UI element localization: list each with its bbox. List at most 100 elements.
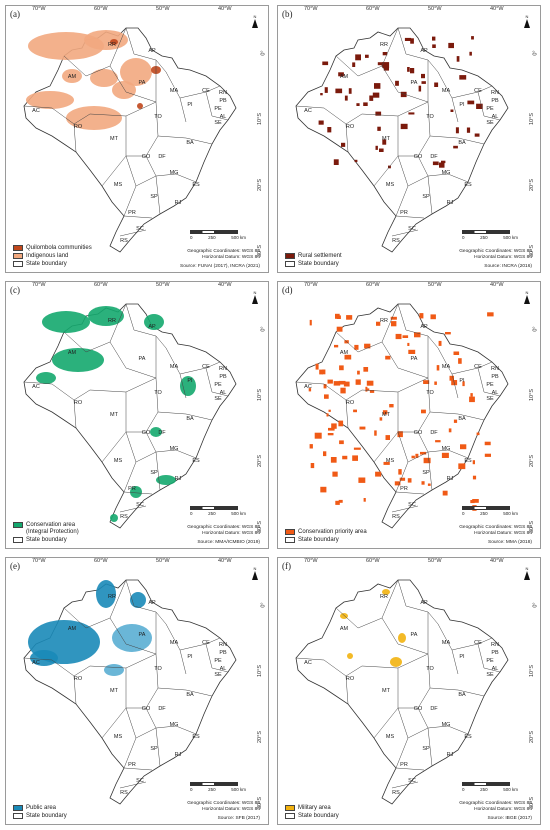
scale-tick-label: 0 [462, 787, 465, 792]
state-boundary-line [345, 675, 349, 705]
map-area-patch [130, 486, 142, 498]
legend-label: State boundary [298, 537, 339, 543]
map-area-patch [354, 159, 358, 163]
state-boundary-line [477, 91, 501, 121]
state-label-rs: RS [392, 514, 400, 520]
state-boundary-line [407, 451, 429, 463]
map-area-patch [30, 650, 58, 666]
state-label-rn: RN [491, 642, 499, 648]
georeference-note: Geographic Coordinates: WGS 84 Horizontal… [459, 249, 532, 260]
state-label-pe: PE [486, 382, 494, 388]
longitude-tick: 40°W [218, 282, 232, 288]
map-area-patch [410, 38, 414, 44]
map-area-patch [363, 367, 369, 372]
map-area-patch [376, 321, 381, 326]
state-label-am: AM [340, 350, 349, 356]
scale-bar: 0 250 500 km [190, 782, 246, 792]
map-area-patch [320, 486, 327, 493]
map-area-patch [330, 457, 337, 463]
map-area-patch [339, 440, 344, 445]
map-area-patch [374, 430, 377, 436]
map-area-patch [458, 358, 462, 364]
state-label-ac: AC [304, 660, 312, 666]
map-area-patch [338, 380, 346, 385]
state-label-ac: AC [32, 384, 40, 390]
map-area-patch [398, 633, 406, 643]
map-area-patch [470, 393, 473, 397]
state-label-pe: PE [214, 658, 222, 664]
map-area-patch [110, 39, 118, 45]
state-label-ac: AC [32, 108, 40, 114]
panel-label: (c) [10, 285, 20, 295]
state-label-mg: MG [170, 446, 179, 452]
state-label-df: DF [430, 430, 438, 436]
state-label-pi: PI [459, 654, 465, 660]
state-label-se: SE [486, 120, 494, 126]
map-area-patch [356, 103, 360, 106]
map-area-patch [474, 133, 480, 137]
map-area-patch [375, 145, 378, 150]
state-label-ce: CE [202, 364, 210, 370]
map-area-patch [379, 148, 384, 152]
state-boundary-line [123, 491, 153, 495]
horizontal-datum: Horizontal Datum: WGS 84 [202, 806, 260, 812]
state-label-rr: RR [108, 318, 116, 324]
state-label-to: TO [154, 666, 162, 672]
state-boundary-line [345, 123, 349, 153]
country-outline [23, 303, 237, 529]
map-area-patch [318, 120, 324, 125]
legend-label: Rural settlement [298, 253, 342, 259]
state-boundary-line [23, 381, 75, 401]
map-area-patch [419, 313, 424, 319]
map-area-patch [382, 410, 388, 415]
map-area-patch [472, 499, 479, 503]
map-area-patch [130, 592, 146, 608]
map-area-patch [333, 159, 339, 165]
map-area-patch [400, 91, 407, 98]
state-boundary-line [335, 303, 399, 353]
state-label-pe: PE [486, 106, 494, 112]
longitude-tick: 50°W [156, 558, 170, 564]
map-area-patch [319, 369, 323, 375]
state-label-pi: PI [187, 378, 193, 384]
state-label-pb: PB [491, 374, 499, 380]
legend-swatch [13, 805, 23, 811]
state-label-rj: RJ [175, 476, 182, 482]
state-boundary-line [155, 377, 213, 421]
state-label-pb: PB [219, 650, 227, 656]
state-boundary-line [23, 657, 75, 677]
state-label-rs: RS [120, 790, 128, 796]
source-note: Source: MMA/ICMBIO (2019) [197, 540, 260, 545]
legend-swatch [13, 537, 23, 543]
legend-item: State boundary [13, 537, 79, 544]
state-boundary-line [125, 303, 167, 349]
state-label-mt: MT [110, 688, 119, 694]
state-label-ma: MA [442, 364, 451, 370]
panel-c: (c) 70°W 60°W 50°W 40°W 0° 10°S 20°S 30°S N RR AP AM… [5, 281, 269, 549]
scale-tick-label: 0 [190, 235, 193, 240]
state-boundary-line [73, 675, 77, 705]
state-label-es: ES [464, 458, 472, 464]
state-boundary-line [155, 727, 161, 767]
map-area-patch [449, 375, 454, 381]
map-area-patch [472, 460, 475, 465]
map-area-patch [402, 335, 409, 338]
state-label-se: SE [214, 396, 222, 402]
map-area-patch [348, 88, 352, 94]
georeference-note: Geographic Coordinates: WGS 84 Horizontal… [187, 801, 260, 812]
map-area-patch [390, 316, 397, 320]
state-boundary-line [407, 175, 429, 187]
scale-tick-label: 500 km [231, 235, 246, 240]
state-label-sp: SP [150, 746, 158, 752]
state-label-pr: PR [128, 486, 136, 492]
panel-label: (e) [10, 561, 20, 571]
map-area-patch [372, 92, 380, 98]
map-legend: Quilombola communities Indigenous land Sta… [13, 244, 92, 268]
state-label-ms: MS [114, 734, 123, 740]
state-boundary-line [417, 431, 469, 459]
legend-swatch [285, 253, 295, 259]
north-arrow-icon: N [249, 291, 261, 304]
georeference-note: Geographic Coordinates: WGS 84 Horizontal… [187, 525, 260, 536]
state-label-rs: RS [392, 238, 400, 244]
legend-label: State boundary [26, 261, 67, 267]
